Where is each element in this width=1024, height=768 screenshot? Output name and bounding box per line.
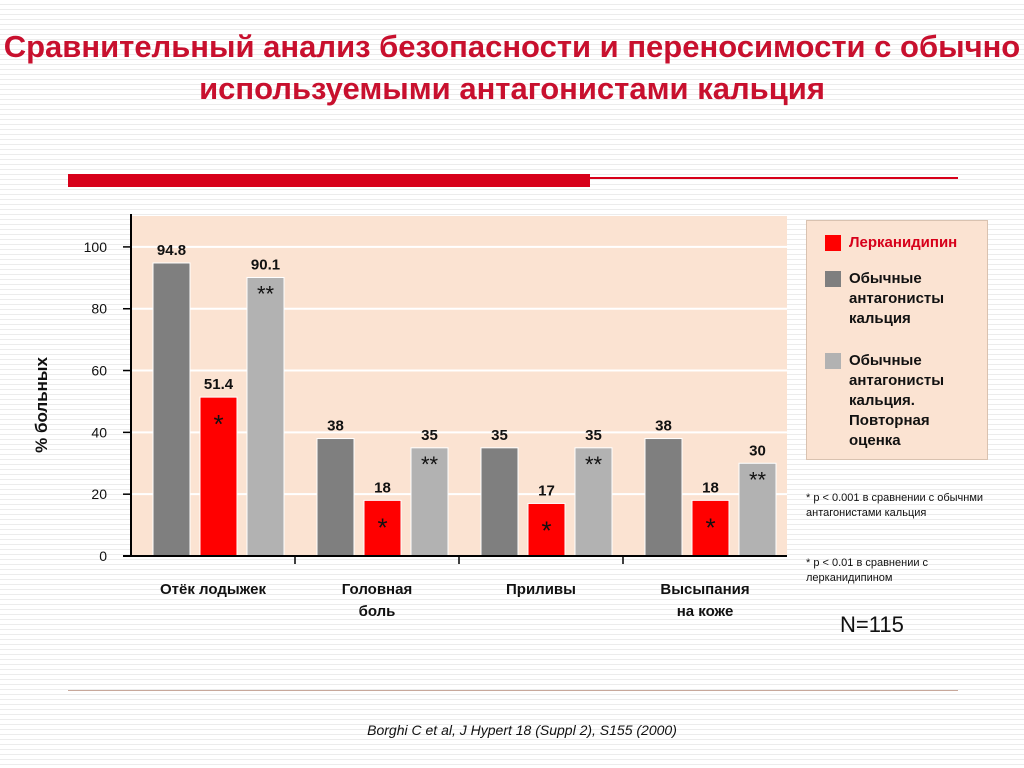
bar xyxy=(644,438,683,557)
significance-marker: * xyxy=(541,515,551,545)
chart-legend: Лерканидипин Обычные антагонисты кальция… xyxy=(806,220,988,460)
legend-label: Лерканидипин xyxy=(849,234,958,251)
significance-marker: * xyxy=(705,512,715,542)
significance-marker: ** xyxy=(585,452,603,477)
bottom-divider xyxy=(68,690,958,691)
data-label: 17 xyxy=(538,482,555,499)
data-label: 30 xyxy=(749,442,766,459)
data-label: 51.4 xyxy=(204,376,234,393)
legend-item-usual-antagonists: Обычные антагонисты кальция xyxy=(825,269,979,329)
bar xyxy=(480,447,519,557)
data-label: 35 xyxy=(585,427,602,444)
bar xyxy=(738,462,777,557)
bars xyxy=(152,262,777,557)
footnote-p01: * p < 0.01 в сравнении с лерканидипином xyxy=(806,557,929,584)
y-tick-label: 60 xyxy=(91,363,107,379)
legend-item-repeat-assessment: Обычные антагонисты кальция. Повторная о… xyxy=(825,351,979,451)
bar xyxy=(316,438,355,557)
y-tick-label: 0 xyxy=(99,548,107,564)
legend-label: Обычные антагонисты кальция xyxy=(849,270,945,327)
legend-item-lercanidipine: Лерканидипин xyxy=(825,233,989,253)
significance-marker: ** xyxy=(421,452,439,477)
page-title: Сравнительный анализ безопасности и пере… xyxy=(3,29,1021,106)
bar xyxy=(246,277,285,557)
data-label: 90.1 xyxy=(251,257,280,274)
legend-swatch xyxy=(825,271,841,287)
legend-label: Обычные антагонисты кальция. Повторная о… xyxy=(849,352,945,449)
data-label: 18 xyxy=(374,479,391,496)
bar xyxy=(410,447,449,557)
data-label: 38 xyxy=(655,418,672,435)
category-label: Головная xyxy=(342,581,412,598)
significance-marker: * xyxy=(377,512,387,542)
y-axis-label: % больных xyxy=(32,357,51,453)
category-label: Отёк лодыжек xyxy=(160,581,266,598)
significance-marker: ** xyxy=(749,467,767,492)
y-tick-label: 100 xyxy=(84,239,108,255)
data-label: 38 xyxy=(327,418,344,435)
y-tick-label: 20 xyxy=(91,486,107,502)
category-labels: Отёк лодыжек Головная боль Приливы Высыпания… xyxy=(160,581,750,620)
category-label: Высыпания xyxy=(660,581,749,598)
legend-swatch xyxy=(825,353,841,369)
data-labels: 94.8 51.4 * 90.1 ** 38 18 * 35 ** 35 17 * 35 ** 38 18 * 30… xyxy=(157,242,767,545)
title-underline xyxy=(68,174,958,187)
legend-swatch xyxy=(825,235,841,251)
bar xyxy=(152,262,191,557)
data-label: 35 xyxy=(421,427,438,444)
significance-marker: * xyxy=(213,409,223,439)
category-label: боль xyxy=(359,603,396,620)
bar xyxy=(691,499,730,557)
y-tick-label: 40 xyxy=(91,424,107,440)
data-label: 35 xyxy=(491,427,508,444)
sample-size: N=115 xyxy=(840,612,904,637)
data-label: 94.8 xyxy=(157,242,186,259)
category-label: Приливы xyxy=(506,581,576,598)
citation: Borghi C et al, J Hypert 18 (Suppl 2), S… xyxy=(367,722,677,738)
significance-marker: ** xyxy=(257,282,275,307)
y-ticks: 0 20 40 60 80 100 xyxy=(84,239,131,564)
axes xyxy=(123,214,787,564)
footnote-p001: * p < 0.001 в сравнении с обычнми антаго… xyxy=(806,492,984,519)
category-label: на коже xyxy=(677,603,734,620)
data-label: 18 xyxy=(702,479,719,496)
y-tick-label: 80 xyxy=(91,301,107,317)
bar xyxy=(574,447,613,557)
bar xyxy=(363,499,402,557)
